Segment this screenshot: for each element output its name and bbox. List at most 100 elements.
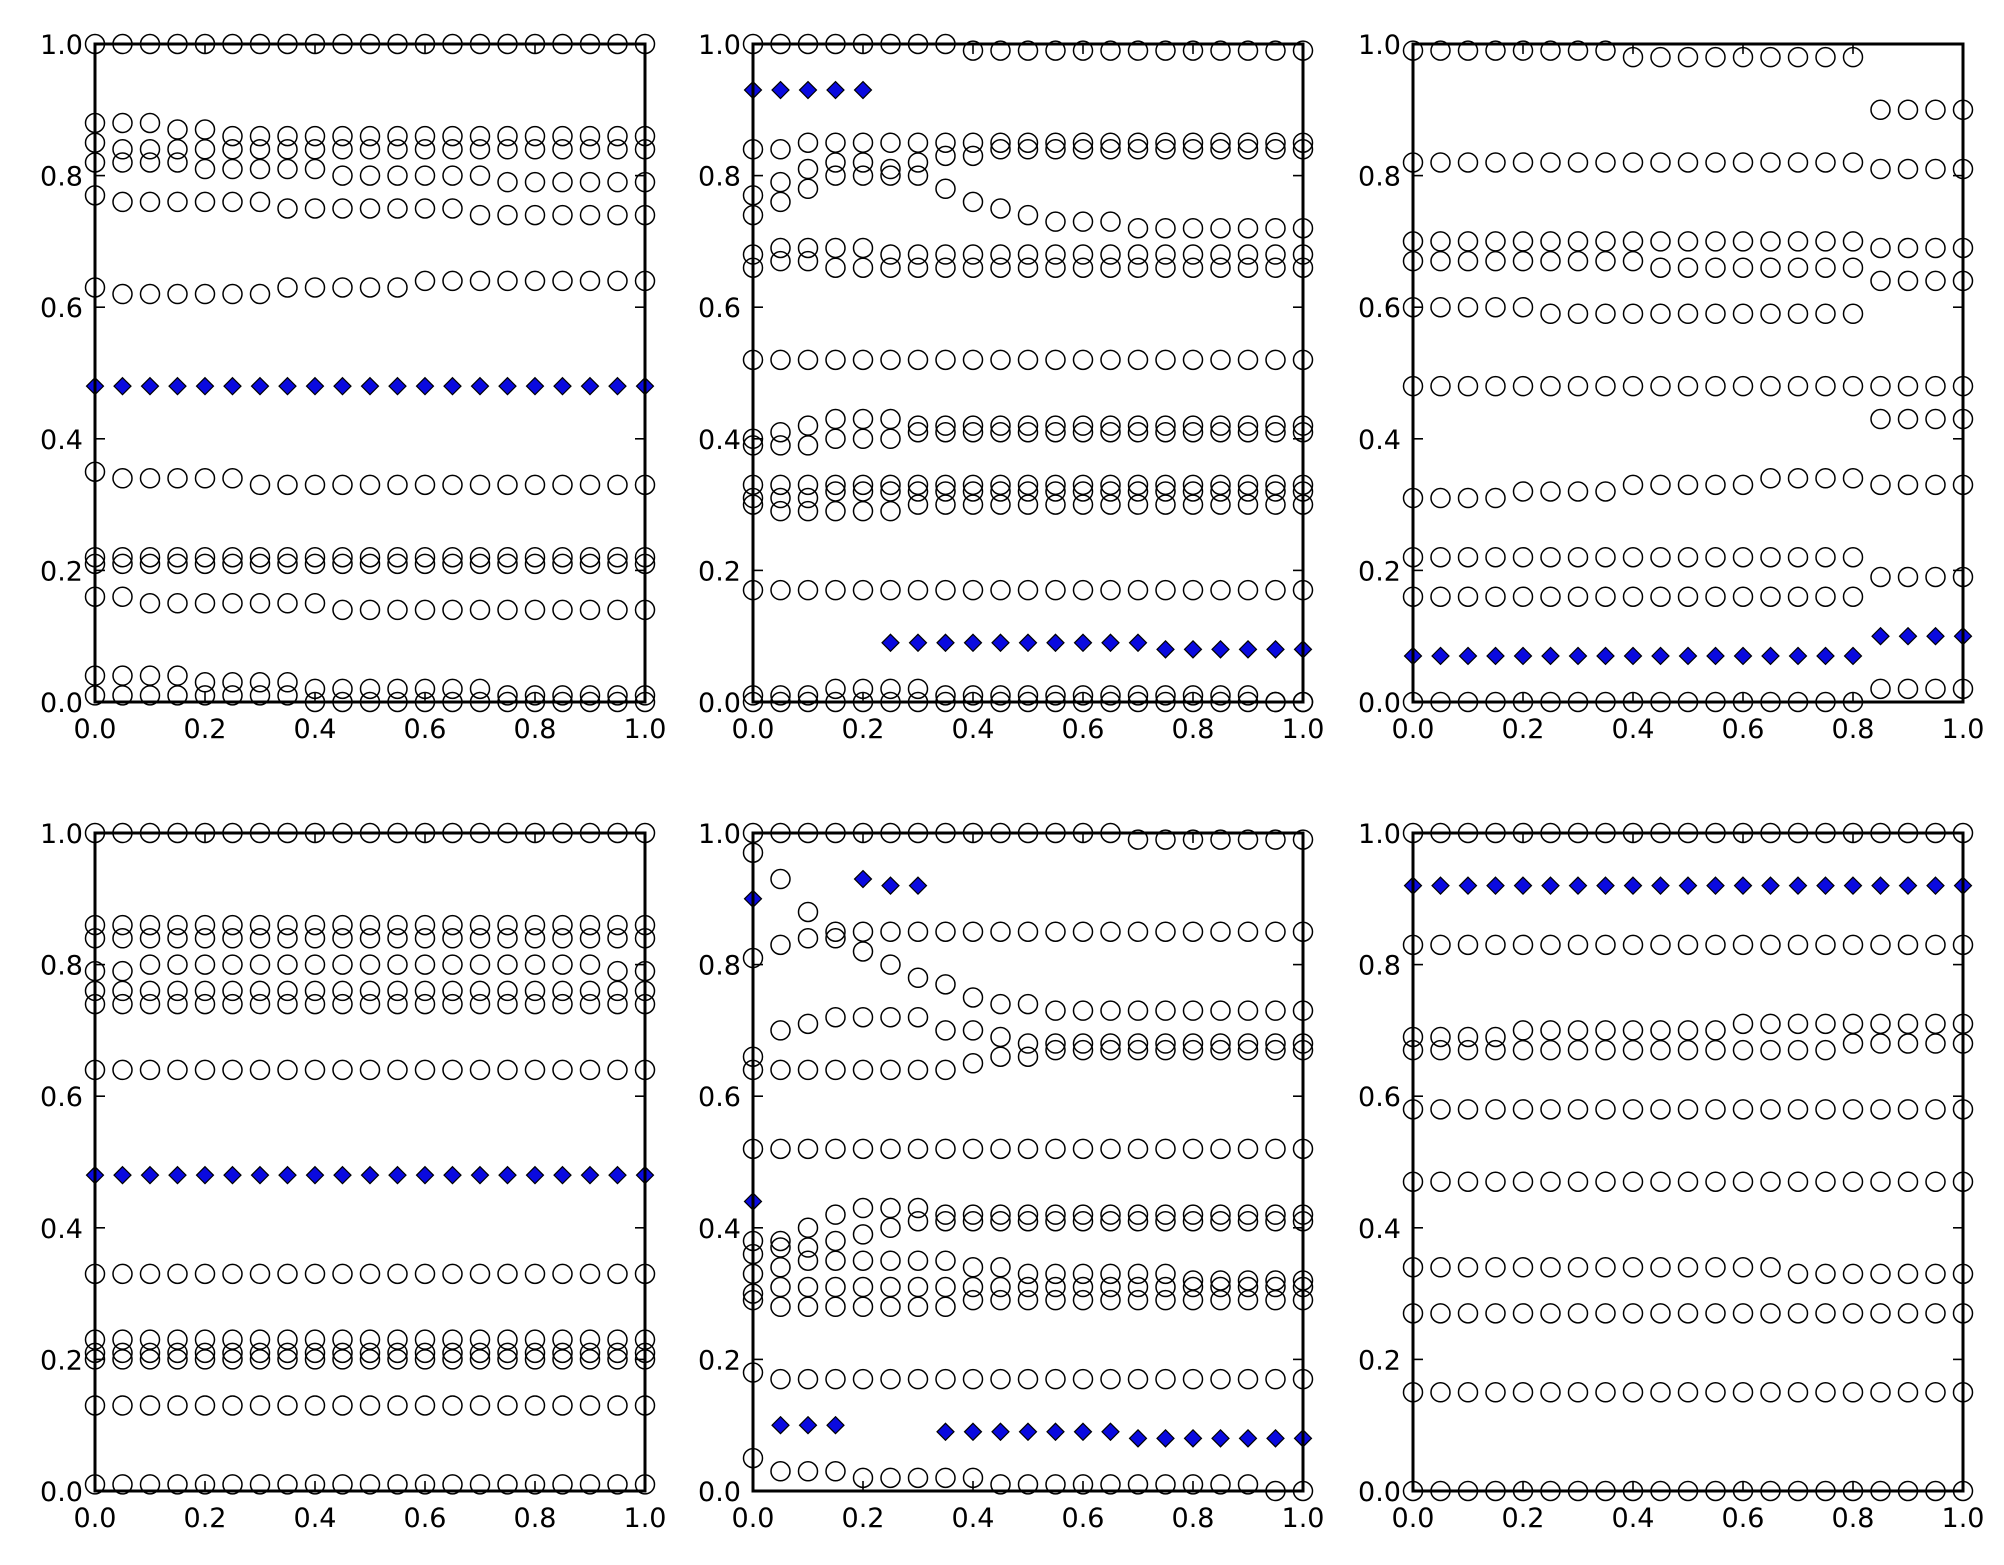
y-tick-label: 0.8	[1358, 162, 1401, 193]
panel-bottom-left: 0.0 0.2 0.4 0.6 0.8 1.0 0.0 0.2 0.4 0.6 0.8 1.0	[40, 819, 666, 1534]
circle-point	[1017, 1046, 1039, 1067]
circle-point	[112, 546, 133, 568]
circle-point	[1705, 1099, 1726, 1120]
circle-point	[1842, 1033, 1864, 1054]
circle-point	[935, 1296, 956, 1318]
circle-point	[797, 1237, 819, 1258]
circle-point	[607, 553, 628, 575]
circle-point	[852, 500, 874, 522]
circle-point	[1567, 303, 1589, 325]
circle-point	[1430, 546, 1451, 568]
circle-point	[167, 283, 188, 305]
circle-point	[935, 1250, 956, 1271]
circle-point	[1650, 1171, 1671, 1192]
circle-point	[907, 257, 929, 278]
circle-point	[359, 546, 381, 568]
circle-point	[1182, 494, 1204, 515]
circle-point	[1045, 421, 1066, 443]
circle-point	[1457, 250, 1479, 272]
diamond-point	[1046, 1422, 1065, 1442]
diamond-point	[443, 1165, 462, 1185]
circle-point	[1182, 1368, 1204, 1390]
circle-point	[1815, 1382, 1836, 1403]
circle-point	[907, 678, 929, 700]
diamond-point	[1458, 876, 1478, 895]
circle-point	[1760, 586, 1781, 607]
circle-point	[962, 40, 984, 61]
markers-top-right	[1402, 40, 1974, 713]
circle-point	[1100, 685, 1121, 706]
circle-point	[194, 1395, 216, 1416]
circle-point	[1237, 1210, 1259, 1232]
diamond-point	[1266, 1429, 1285, 1448]
circle-point	[167, 546, 188, 568]
circle-point	[1072, 481, 1094, 502]
circle-point	[194, 954, 216, 975]
diamond-point	[1018, 633, 1038, 653]
circle-point	[1815, 1171, 1836, 1192]
circle-point	[332, 954, 353, 975]
circle-point	[277, 928, 298, 949]
circle-point	[1100, 1210, 1121, 1232]
diamond-point	[881, 633, 900, 653]
circle-point	[469, 546, 491, 568]
diamond-point	[1898, 626, 1918, 646]
circle-point	[1732, 1013, 1754, 1035]
circle-point	[1430, 375, 1451, 397]
y-tick-label: 0.2	[40, 556, 83, 587]
circle-point	[797, 132, 819, 153]
diamond-point	[1843, 876, 1863, 895]
circle-point	[414, 599, 436, 621]
circle-point	[1127, 1039, 1149, 1061]
circle-point	[607, 171, 628, 193]
circle-point	[1155, 1138, 1176, 1160]
circle-point	[1155, 415, 1176, 436]
circle-point	[1155, 579, 1176, 601]
circle-point	[1182, 421, 1204, 443]
circle-point	[1182, 921, 1204, 942]
circle-point	[469, 1342, 491, 1364]
x-tick-label: 0.0	[732, 714, 775, 745]
diamond-point	[168, 376, 187, 396]
circle-point	[387, 546, 408, 568]
circle-point	[907, 152, 929, 173]
circle-point	[1705, 1257, 1726, 1278]
circle-point	[414, 1263, 436, 1285]
circle-point	[770, 139, 791, 160]
circle-point	[497, 954, 518, 975]
circle-point	[1622, 1099, 1644, 1120]
circle-point	[359, 1263, 381, 1285]
circle-point	[1622, 1020, 1644, 1041]
circle-point	[1897, 474, 1919, 496]
y-tick-label: 1.0	[40, 30, 83, 61]
circle-point	[249, 1474, 271, 1495]
circle-point	[990, 415, 1011, 436]
x-tick-label: 0.2	[842, 1503, 885, 1534]
circle-point	[277, 1342, 298, 1364]
circle-point	[1100, 1263, 1121, 1285]
circle-point	[825, 928, 846, 949]
circle-point	[249, 1059, 271, 1081]
circle-point	[1705, 546, 1726, 568]
y-tick-label: 1.0	[698, 819, 741, 850]
circle-point	[552, 599, 573, 621]
circle-point	[249, 980, 271, 1002]
circle-point	[277, 672, 298, 693]
circle-point	[852, 428, 874, 450]
circle-point	[1540, 1257, 1561, 1278]
circle-point	[1100, 257, 1121, 278]
circle-point	[1622, 474, 1644, 496]
circle-point	[277, 685, 298, 706]
circle-point	[1045, 685, 1066, 706]
circle-point	[194, 928, 216, 949]
circle-point	[962, 987, 984, 1008]
circle-point	[852, 1197, 874, 1219]
circle-point	[880, 1368, 901, 1390]
circle-point	[222, 928, 243, 949]
circle-point	[552, 125, 573, 147]
circle-point	[1155, 139, 1176, 160]
circle-point	[1265, 481, 1286, 502]
circle-point	[139, 980, 161, 1002]
circle-point	[249, 993, 271, 1015]
circle-point	[1017, 40, 1039, 61]
